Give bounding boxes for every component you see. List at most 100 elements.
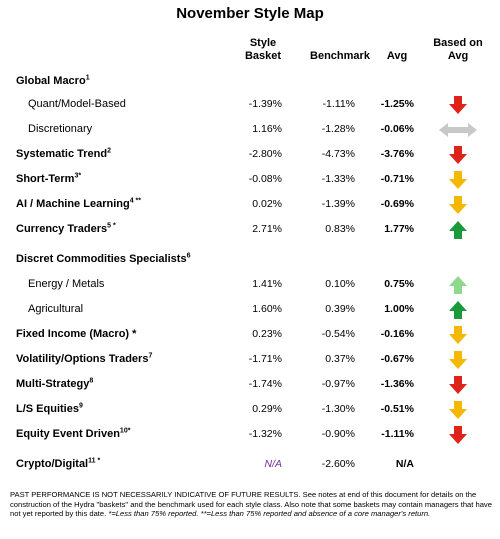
benchmark-value: 0.37% bbox=[325, 353, 355, 365]
row-label-text: Agricultural bbox=[28, 303, 84, 315]
row-footnote-marker: 7 bbox=[148, 352, 153, 360]
row-label: Multi-Strategy8 bbox=[16, 377, 94, 390]
row-label: Discretionary bbox=[28, 123, 92, 135]
table-row: Systematic Trend2 -2.80% -4.73% -3.76% bbox=[0, 146, 500, 166]
basket-value: N/A bbox=[264, 458, 282, 470]
green-up-icon bbox=[446, 300, 470, 320]
header-style-basket-line1: Style bbox=[249, 37, 277, 49]
row-label: Systematic Trend2 bbox=[16, 147, 111, 160]
row-footnote-marker: 11 * bbox=[88, 457, 101, 465]
table-row: Discret Commodities Specialists6 bbox=[0, 251, 500, 271]
row-label-text: Fixed Income (Macro) * bbox=[16, 328, 137, 340]
row-label-text: Volatility/Options Traders bbox=[16, 353, 149, 365]
benchmark-value: -1.28% bbox=[321, 123, 355, 135]
basket-value: 1.41% bbox=[252, 278, 282, 290]
orange-down-icon bbox=[446, 350, 470, 370]
table-row: Equity Event Driven10* -1.32% -0.90% -1.11% bbox=[0, 426, 500, 446]
basket-value: -1.39% bbox=[248, 98, 282, 110]
red-down-icon bbox=[446, 95, 470, 115]
basket-value: 0.29% bbox=[252, 403, 282, 415]
page-title: November Style Map bbox=[176, 5, 324, 22]
row-label-text: Systematic Trend bbox=[16, 148, 108, 160]
avg-value: 0.75% bbox=[384, 278, 414, 290]
benchmark-value: -1.30% bbox=[321, 403, 355, 415]
row-label: Crypto/Digital11 * bbox=[16, 457, 101, 470]
avg-value: 1.00% bbox=[384, 303, 414, 315]
avg-value: -1.25% bbox=[380, 98, 414, 110]
row-footnote-marker: 10* bbox=[119, 427, 131, 435]
row-footnote-marker: 2 bbox=[107, 147, 111, 155]
benchmark-value: 0.83% bbox=[325, 223, 355, 235]
avg-value: -3.76% bbox=[380, 148, 414, 160]
benchmark-value: 0.10% bbox=[325, 278, 355, 290]
red-down-icon bbox=[446, 375, 470, 395]
avg-value: -1.11% bbox=[381, 428, 414, 440]
basket-value: -1.74% bbox=[248, 378, 282, 390]
table-row: Volatility/Options Traders7 -1.71% 0.37% -0… bbox=[0, 351, 500, 371]
row-label-text: Quant/Model-Based bbox=[28, 98, 126, 110]
benchmark-value: -0.90% bbox=[321, 428, 355, 440]
row-footnote-marker: 3* bbox=[74, 172, 82, 180]
disclaimer-main-text: PAST PERFORMANCE IS NOT NECESSARILY INDI… bbox=[10, 490, 492, 518]
row-label: Short-Term3* bbox=[16, 172, 82, 185]
basket-value: -1.32% bbox=[248, 428, 282, 440]
basket-value: 0.23% bbox=[252, 328, 282, 340]
basket-value: 1.16% bbox=[252, 123, 282, 135]
orange-down-icon bbox=[446, 195, 470, 215]
basket-value: -2.80% bbox=[248, 148, 282, 160]
table-row: Short-Term3* -0.08% -1.33% -0.71% bbox=[0, 171, 500, 191]
header-based-on-avg-line2: Avg bbox=[447, 50, 469, 62]
light-green-up-icon bbox=[446, 275, 470, 295]
basket-value: -0.08% bbox=[248, 173, 282, 185]
row-footnote-marker: 1 bbox=[85, 74, 90, 82]
row-label: Volatility/Options Traders7 bbox=[16, 352, 153, 365]
table-row: Agricultural 1.60% 0.39% 1.00% bbox=[0, 301, 500, 321]
header-based-on-avg: Based on Avg bbox=[428, 37, 488, 63]
row-label: Discret Commodities Specialists6 bbox=[16, 252, 190, 265]
basket-value: 1.60% bbox=[252, 303, 282, 315]
row-label-text: Crypto/Digital bbox=[16, 458, 89, 470]
row-label-text: Discretionary bbox=[28, 123, 93, 135]
table-row: Fixed Income (Macro) * 0.23% -0.54% -0.16% bbox=[0, 326, 500, 346]
disclaimer-italic-text: *=Less than 75% reported. **=Less than 7… bbox=[108, 509, 431, 518]
green-up-icon bbox=[446, 220, 470, 240]
row-footnote-marker: 5 * bbox=[107, 222, 116, 230]
avg-value: -0.16% bbox=[380, 328, 414, 340]
row-label: Energy / Metals bbox=[28, 278, 104, 290]
orange-down-icon bbox=[446, 400, 470, 420]
avg-value: -0.67% bbox=[380, 353, 414, 365]
row-footnote-marker: 9 bbox=[78, 402, 83, 410]
row-label-text: Multi-Strategy bbox=[16, 378, 90, 390]
table-row: Global Macro1 bbox=[0, 73, 500, 93]
table-row: Multi-Strategy8 -1.74% -0.97% -1.36% bbox=[0, 376, 500, 396]
disclaimer-footnote: PAST PERFORMANCE IS NOT NECESSARILY INDI… bbox=[10, 490, 494, 519]
header-avg: Avg bbox=[386, 50, 408, 62]
avg-value: -0.71% bbox=[380, 173, 414, 185]
benchmark-value: -1.11% bbox=[322, 98, 356, 110]
row-label-text: Equity Event Driven bbox=[16, 428, 120, 440]
row-label-text: AI / Machine Learning bbox=[16, 198, 130, 210]
benchmark-value: -0.97% bbox=[321, 378, 355, 390]
avg-value: -0.51% bbox=[380, 403, 414, 415]
avg-value: -0.06% bbox=[380, 123, 414, 135]
row-footnote-marker: 4 ** bbox=[129, 197, 141, 205]
avg-value: -1.36% bbox=[380, 378, 414, 390]
row-label-text: Global Macro bbox=[16, 75, 86, 87]
row-label-text: Currency Traders bbox=[16, 223, 108, 235]
table-row: AI / Machine Learning4 ** 0.02% -1.39% -0.6… bbox=[0, 196, 500, 216]
benchmark-value: -1.39% bbox=[321, 198, 355, 210]
row-label: Equity Event Driven10* bbox=[16, 427, 131, 440]
basket-value: -1.71% bbox=[248, 353, 282, 365]
header-style-basket: Style Basket bbox=[236, 37, 290, 63]
avg-value: 1.77% bbox=[384, 223, 414, 235]
header-style-basket-line2: Basket bbox=[244, 50, 282, 62]
row-label: Quant/Model-Based bbox=[28, 98, 126, 110]
table-row: Discretionary 1.16% -1.28% -0.06% bbox=[0, 121, 500, 141]
row-label-text: Discret Commodities Specialists bbox=[16, 253, 187, 265]
header-benchmark: Benchmark bbox=[310, 50, 370, 62]
row-label-text: Short-Term bbox=[16, 173, 75, 185]
row-label-text: Energy / Metals bbox=[28, 278, 105, 290]
row-footnote-marker: 8 bbox=[89, 377, 94, 385]
row-label: Currency Traders5 * bbox=[16, 222, 116, 235]
red-down-icon bbox=[446, 145, 470, 165]
